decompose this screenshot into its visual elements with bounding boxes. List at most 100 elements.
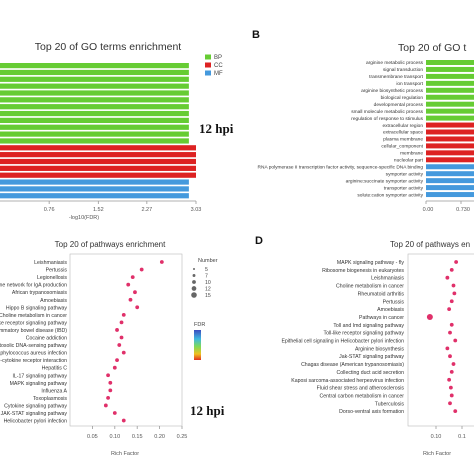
c-dot-0 <box>159 260 164 264</box>
d-label-7: Pathways in cancer <box>359 315 404 321</box>
c-label-20: JAK-STAT signaling pathway <box>1 411 68 417</box>
c-tick-label-3: 0.20 <box>154 434 165 440</box>
panel-c-title: Top 20 of pathways enrichment <box>55 240 167 249</box>
legend-label-cc: CC <box>214 63 223 69</box>
c-label-8: Toll-like receptor signaling pathway <box>0 320 67 326</box>
c-dot-3 <box>126 282 131 287</box>
d-label-11: Arginine biosynthesis <box>355 346 404 352</box>
panel-a-x-ticks: 0.76 1.52 2.27 3.03 <box>44 201 201 213</box>
bar-bp-8 <box>0 117 189 123</box>
d-dot-14 <box>449 370 454 374</box>
c-dot-13 <box>115 358 119 363</box>
d-dot-2 <box>445 275 450 280</box>
bar-bp-3 <box>0 83 189 89</box>
bar-cc-3 <box>0 165 196 171</box>
c-num-label-0: 5 <box>205 267 208 273</box>
panel-d: D Top 20 of pathways en MAPK signaling p… <box>255 235 474 457</box>
b-bar-12 <box>426 143 474 149</box>
bar-bp-0 <box>0 63 189 69</box>
bar-mf-0 <box>0 179 189 185</box>
b-bar-2 <box>426 73 474 79</box>
c-dot-17 <box>108 388 113 393</box>
c-label-19: Cytokine signaling pathway <box>4 403 67 409</box>
b-bar-11 <box>426 136 474 142</box>
c-tick-label-0: 0.05 <box>87 434 98 440</box>
b-bar-0 <box>426 60 474 65</box>
panel-d-plot-area <box>407 253 474 427</box>
panel-a-legend: BP CC MF <box>205 54 223 77</box>
panel-c-fdr-legend-title: FDR <box>194 322 205 328</box>
d-label-0: MAPK signaling pathway - fly <box>337 260 405 266</box>
d-dot-8 <box>449 322 454 327</box>
d-label-16: Fluid shear stress and atherosclerosis <box>317 386 405 392</box>
c-label-11: Cytosolic DNA-sensing pathway <box>0 343 67 349</box>
d-dot-11 <box>445 346 450 351</box>
d-dot-19 <box>453 409 458 414</box>
b-bar-17 <box>426 178 474 184</box>
b-bar-3 <box>426 80 474 86</box>
b-label-18: transporter activity <box>384 185 424 191</box>
b-tick-label-0: 0.00 <box>423 207 434 213</box>
d-label-18: Tuberculosis <box>375 401 405 407</box>
panel-c-number-legend-title: Number <box>198 258 218 264</box>
d-dot-12 <box>448 354 452 359</box>
c-num-swatch-3 <box>191 286 197 291</box>
c-dot-6 <box>135 305 140 310</box>
panel-a-bars <box>0 63 196 199</box>
bar-bp-1 <box>0 69 189 76</box>
bar-bp-2 <box>0 76 189 82</box>
panel-d-letter: D <box>255 235 263 247</box>
d-dot-3 <box>451 283 456 288</box>
c-label-3: Intestinal immune network for IgA produc… <box>0 283 67 289</box>
d-label-15: Kaposi sarcoma-associated herpesvirus in… <box>291 378 404 384</box>
d-dot-1 <box>449 267 454 272</box>
b-label-9: extracellular region <box>382 123 423 129</box>
d-label-3: Choline metabolism in cancer <box>336 284 404 290</box>
bar-cc-4 <box>0 172 196 178</box>
d-dot-17 <box>449 393 454 398</box>
bar-mf-2 <box>0 193 189 199</box>
d-dot-9 <box>448 330 452 335</box>
b-label-10: extracellular space <box>383 130 423 136</box>
panel-b: B Top 20 of GO t arginine metabolic proc… <box>252 29 474 213</box>
d-label-17: Central carbon metabolism in cancer <box>320 393 405 399</box>
c-label-15: IL-17 signaling pathway <box>12 373 67 379</box>
b-label-4: arginine biosynthetic process <box>361 88 423 94</box>
b-tick-label-1: 0.730 <box>456 207 470 213</box>
panel-c: Top 20 of pathways enrichment Leishmania… <box>0 240 225 457</box>
bar-cc-2 <box>0 158 196 165</box>
panel-a: Top 20 of GO terms enrichment BP CC MF 0.7… <box>0 41 234 221</box>
d-tick-label-0: 0.10 <box>431 434 442 440</box>
b-bar-19 <box>426 192 474 198</box>
legend-swatch-bp <box>205 54 211 60</box>
c-dot-4 <box>133 290 137 295</box>
bar-cc-1 <box>0 152 196 158</box>
bar-bp-11 <box>0 138 189 144</box>
b-label-3: ion transport <box>396 81 423 87</box>
c-dot-21 <box>121 418 126 423</box>
c-dot-14 <box>112 365 117 370</box>
panel-c-plot-area <box>69 253 183 427</box>
c-dot-10 <box>119 335 124 340</box>
hpi-label-top: 12 hpi <box>199 121 234 136</box>
x-tick-label-0: 0.76 <box>44 207 55 213</box>
b-bar-8 <box>426 115 474 121</box>
d-label-6: Amoebiasis <box>377 307 404 313</box>
bar-cc-0 <box>0 145 196 151</box>
c-num-label-3: 12 <box>205 287 211 293</box>
b-label-8: regulation of response to stimulus <box>351 116 423 122</box>
c-label-16: MAPK signaling pathway <box>10 381 68 387</box>
b-bar-15 <box>426 164 474 170</box>
c-dot-20 <box>112 411 117 415</box>
x-tick-label-2: 2.27 <box>141 207 152 213</box>
panel-c-x-label: Rich Factor <box>111 451 139 457</box>
d-dot-13 <box>451 362 456 366</box>
c-label-1: Pertussis <box>46 268 68 274</box>
d-label-2: Leishmaniasis <box>371 276 404 282</box>
d-label-12: Jak-STAT signaling pathway <box>339 354 404 360</box>
bar-mf-1 <box>0 186 189 192</box>
c-label-10: Cocaine addiction <box>26 336 67 342</box>
